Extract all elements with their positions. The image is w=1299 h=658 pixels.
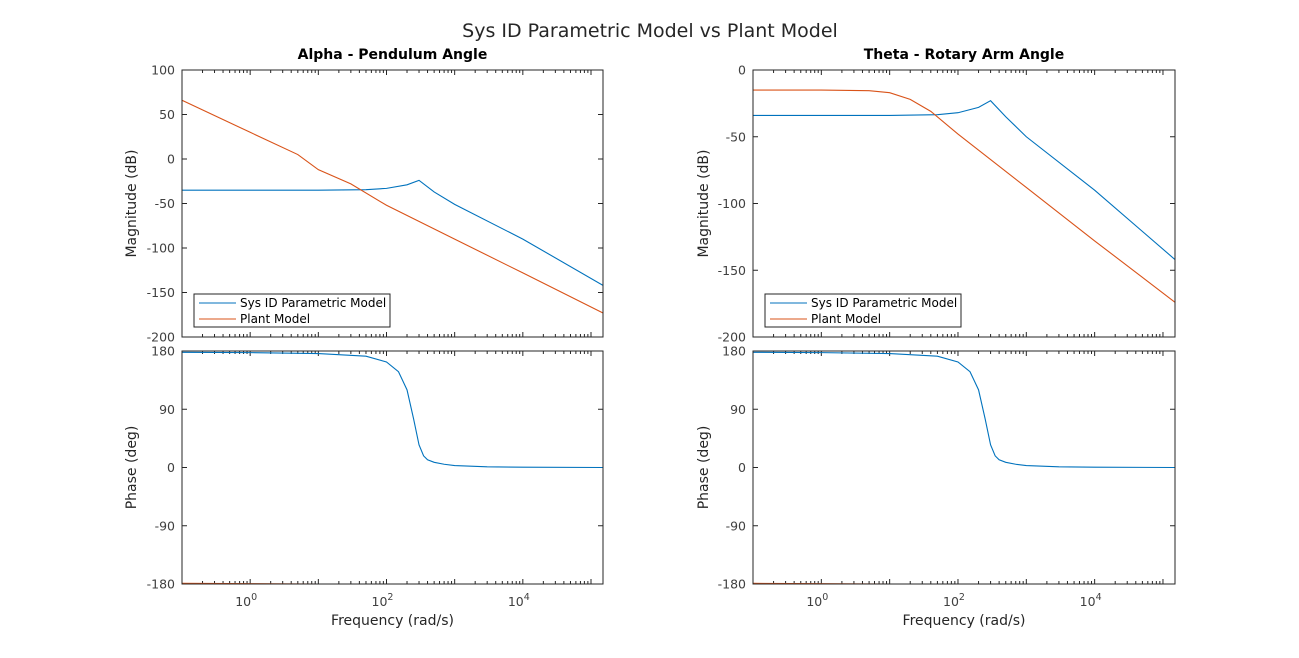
plot-area (753, 70, 1175, 337)
x-tick-label: 102 (372, 592, 394, 609)
x-tick-label: 100 (806, 592, 828, 609)
series-line-sys-id-parametric-model (753, 100, 1175, 260)
legend-box (764, 293, 962, 328)
y-tick-label: 0 (167, 460, 175, 475)
y-tick-label: 0 (738, 63, 746, 78)
y-tick-label: 180 (151, 344, 175, 359)
y-tick-label: -180 (147, 577, 175, 592)
y-tick-label: 90 (159, 402, 175, 417)
series-line-sys-id-parametric-model (753, 351, 1175, 469)
subplot-title: Theta - Rotary Arm Angle (864, 47, 1064, 63)
y-tick-label: -50 (726, 129, 746, 144)
y-tick-label: -200 (718, 330, 746, 345)
figure-title: Sys ID Parametric Model vs Plant Model (462, 20, 838, 42)
y-tick-label: -50 (155, 196, 175, 211)
y-tick-label: -90 (726, 518, 746, 533)
axes-4: 180 90 0 -90 -180 100 102 104 Phase (deg) Frequen… (696, 344, 1176, 629)
axes-box (181, 69, 604, 338)
y-tick-label: -90 (155, 518, 175, 533)
y-tick-label: 0 (738, 460, 746, 475)
axes-2: 0 -50 -100 -150 -200 Theta - Rotary Arm Angle… (696, 47, 1176, 345)
y-tick-label: -180 (718, 577, 746, 592)
y-tick-label: -150 (147, 285, 175, 300)
legend: Sys ID Parametric Model Plant Model (764, 293, 962, 328)
legend-entry: Sys ID Parametric Model (811, 296, 957, 310)
y-tick-label: -200 (147, 330, 175, 345)
x-tick-label: 104 (1080, 592, 1102, 609)
y-tick-label: 50 (159, 107, 175, 122)
x-axis-label: Frequency (rad/s) (903, 613, 1026, 629)
legend-box (193, 293, 391, 328)
x-tick-label: 104 (508, 592, 530, 609)
y-axis-label: Phase (deg) (124, 426, 140, 510)
series-line-sys-id-parametric-model (182, 179, 603, 286)
y-tick-label: 180 (722, 344, 746, 359)
x-tick-label: 100 (235, 592, 257, 609)
plots-group: 100 50 0 -50 -100 -150 -200 Alpha - Pendulum An… (124, 47, 1176, 629)
plot-area (182, 70, 603, 337)
y-tick-label: 0 (167, 152, 175, 167)
y-tick-label: -150 (718, 263, 746, 278)
y-axis-label: Magnitude (dB) (124, 149, 140, 257)
legend-entry: Plant Model (811, 312, 881, 326)
legend: Sys ID Parametric Model Plant Model (193, 293, 391, 328)
y-tick-label: -100 (147, 241, 175, 256)
x-axis-label: Frequency (rad/s) (331, 613, 454, 629)
axes-1: 100 50 0 -50 -100 -150 -200 Alpha - Pendulum An… (124, 47, 604, 345)
legend-entry: Plant Model (240, 312, 310, 326)
y-axis-label: Phase (deg) (696, 426, 712, 510)
series-line-plant-model (753, 89, 1175, 303)
legend-entry: Sys ID Parametric Model (240, 296, 386, 310)
series-line-sys-id-parametric-model (182, 351, 603, 469)
y-tick-label: 90 (730, 402, 746, 417)
axes-box (752, 350, 1176, 585)
axes-3: 180 90 0 -90 -180 100 102 104 Phase (deg) Frequen… (124, 344, 604, 629)
x-tick-label: 102 (943, 592, 965, 609)
y-tick-label: 100 (151, 63, 175, 78)
y-tick-label: -100 (718, 196, 746, 211)
subplot-title: Alpha - Pendulum Angle (298, 47, 488, 63)
y-axis-label: Magnitude (dB) (696, 149, 712, 257)
axes-box (752, 69, 1176, 338)
series-line-plant-model (182, 99, 603, 314)
axes-box (181, 350, 604, 585)
